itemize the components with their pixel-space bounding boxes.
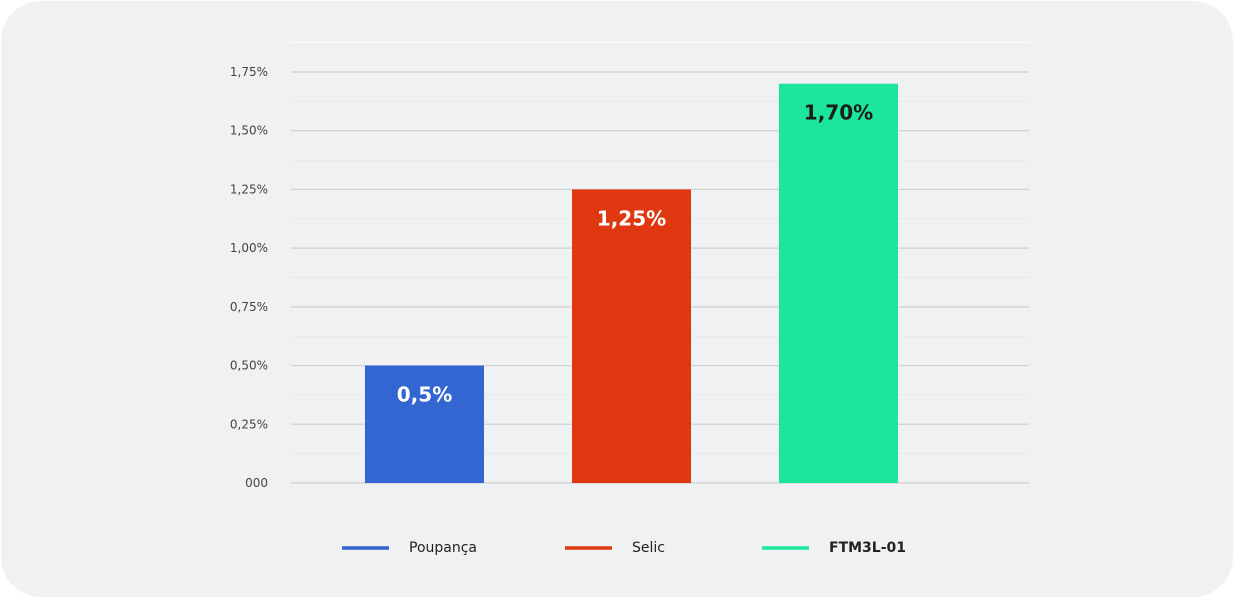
bar-data-label: 0,5% <box>397 383 452 407</box>
y-tick-label: 1,75% <box>230 65 268 79</box>
y-tick-label: 0,50% <box>230 359 268 373</box>
legend-label: FTM3L-01 <box>829 540 906 556</box>
y-tick-label: 1,25% <box>230 182 268 196</box>
y-tick-label: 0,75% <box>230 300 268 314</box>
legend-label: Selic <box>632 540 665 556</box>
bar-0 <box>365 365 484 483</box>
y-tick-label: 1,00% <box>230 241 268 255</box>
bar-data-label: 1,25% <box>597 206 666 230</box>
y-tick-label: 000 <box>245 476 268 490</box>
bar-2 <box>779 83 898 483</box>
y-tick-label: 0,25% <box>230 417 268 431</box>
bar-data-label: 1,70% <box>804 101 873 125</box>
bar-1 <box>572 189 691 483</box>
y-tick-label: 1,50% <box>230 124 268 138</box>
legend-label: Poupança <box>409 540 477 556</box>
